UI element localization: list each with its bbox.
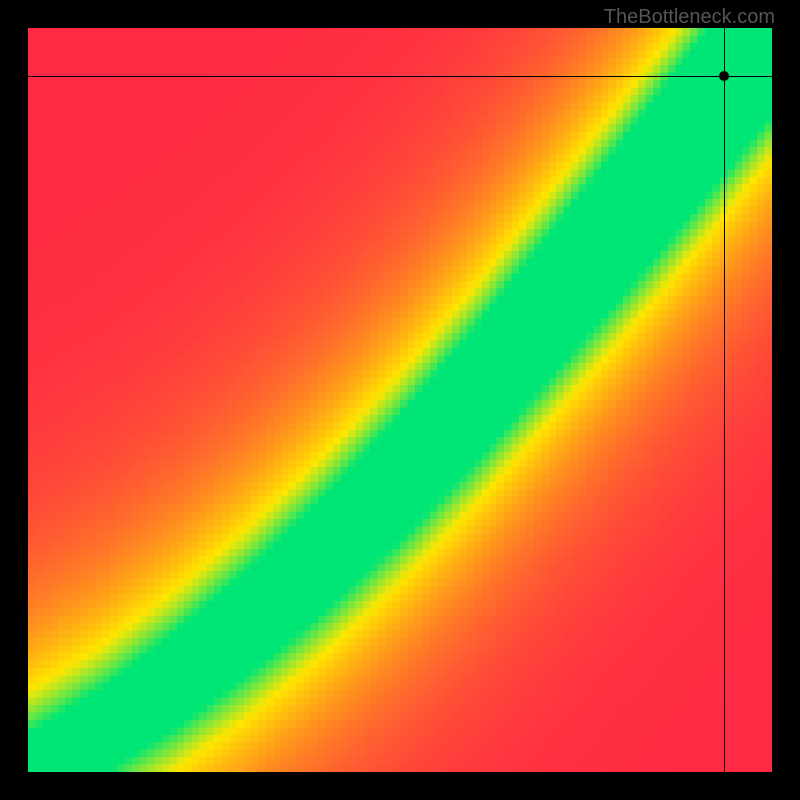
crosshair-point (719, 71, 729, 81)
watermark-text: TheBottleneck.com (604, 6, 775, 29)
heatmap-chart (28, 28, 772, 772)
crosshair-horizontal (28, 76, 772, 77)
heatmap-canvas (28, 28, 772, 772)
crosshair-vertical (724, 28, 725, 772)
